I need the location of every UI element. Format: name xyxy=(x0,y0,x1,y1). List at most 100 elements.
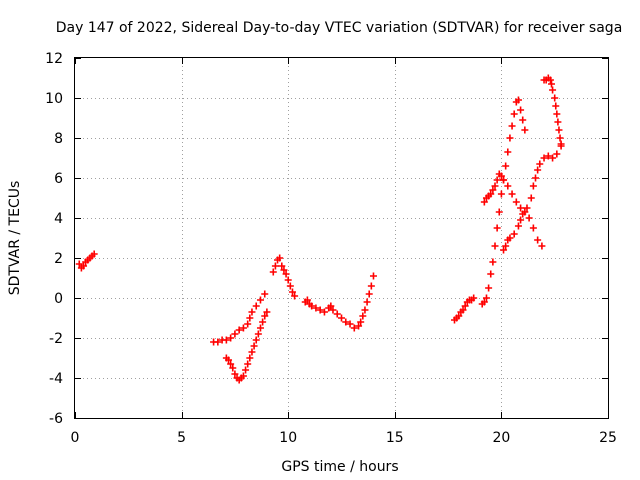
data-point xyxy=(254,330,262,338)
data-point xyxy=(271,262,279,270)
data-point xyxy=(489,186,497,194)
data-point xyxy=(497,172,505,180)
x-tick-label: 0 xyxy=(71,430,80,446)
data-point xyxy=(263,308,271,316)
data-point xyxy=(269,268,277,276)
data-point xyxy=(546,76,554,84)
data-point xyxy=(355,322,363,330)
data-point xyxy=(532,174,540,182)
data-point xyxy=(506,134,514,142)
data-point xyxy=(480,298,488,306)
data-point xyxy=(556,134,564,142)
data-point xyxy=(534,236,542,244)
data-point xyxy=(357,318,365,326)
data-point xyxy=(361,306,369,314)
data-point xyxy=(227,360,235,368)
data-point xyxy=(239,372,247,380)
data-point xyxy=(455,312,463,320)
data-point xyxy=(521,126,529,134)
data-point xyxy=(500,246,508,254)
data-point xyxy=(350,324,358,332)
data-point xyxy=(554,118,562,126)
data-point xyxy=(485,284,493,292)
data-point xyxy=(316,306,324,314)
data-point xyxy=(514,222,522,230)
data-point xyxy=(495,208,503,216)
data-point xyxy=(359,312,367,320)
data-point xyxy=(338,314,345,322)
y-tick-label: 2 xyxy=(54,251,63,267)
series-arc-5 xyxy=(301,296,350,326)
data-point xyxy=(557,142,565,150)
x-tick-label: 20 xyxy=(492,430,510,446)
data-point xyxy=(555,126,563,134)
y-axis-title: SDTVAR / TECUs xyxy=(7,181,23,296)
data-point xyxy=(261,312,269,320)
data-point xyxy=(244,320,252,328)
series-arc-1 xyxy=(75,250,98,272)
ticks: 0 5 10 15 20 25 -6 -4 -2 0 2 4 6 8 10 12 xyxy=(45,51,617,446)
y-tick-label: 0 xyxy=(54,291,63,307)
data-point xyxy=(506,234,514,242)
data-point xyxy=(512,198,520,206)
data-point xyxy=(514,96,522,104)
series-arc-3 xyxy=(222,308,271,384)
series-arc-8 xyxy=(478,96,529,308)
grid xyxy=(75,58,608,418)
data-point xyxy=(80,262,88,270)
data-point xyxy=(342,318,350,326)
data-point xyxy=(461,302,469,310)
data-point xyxy=(333,310,341,318)
data-point xyxy=(278,262,286,270)
data-point xyxy=(553,150,561,158)
y-tick-label: 12 xyxy=(45,51,63,67)
data-point xyxy=(482,294,490,302)
series-arc-6 xyxy=(346,272,377,332)
data-point xyxy=(517,216,525,224)
data-point xyxy=(288,288,296,296)
data-point xyxy=(523,204,531,212)
plot-frame xyxy=(74,57,609,419)
data-point xyxy=(508,122,516,130)
data-marks xyxy=(75,74,565,384)
data-point xyxy=(504,182,512,190)
data-point xyxy=(491,182,499,190)
data-point xyxy=(480,198,488,206)
data-point xyxy=(536,160,544,168)
data-point xyxy=(365,290,373,298)
data-point xyxy=(502,242,510,250)
data-point xyxy=(538,242,546,250)
data-point xyxy=(261,290,269,298)
data-point xyxy=(517,106,525,114)
y-tick-label: -6 xyxy=(49,411,63,427)
data-point xyxy=(227,334,235,342)
series-arc-11 xyxy=(540,74,565,150)
data-point xyxy=(529,224,537,232)
data-point xyxy=(544,152,552,160)
data-point xyxy=(259,318,267,326)
x-tick-label: 25 xyxy=(599,430,617,446)
data-point xyxy=(487,190,495,198)
data-point xyxy=(551,94,559,102)
data-point xyxy=(552,102,560,110)
data-point xyxy=(508,190,516,198)
series-arc-9 xyxy=(480,170,546,250)
data-point xyxy=(303,296,311,304)
data-point xyxy=(470,294,478,302)
series-arc-2 xyxy=(210,290,269,346)
data-point xyxy=(244,360,252,368)
y-tick-label: 10 xyxy=(45,91,63,107)
x-tick-label: 15 xyxy=(386,430,404,446)
chart-title: Day 147 of 2022, Sidereal Day-to-day VTE… xyxy=(56,20,623,36)
data-point xyxy=(367,282,375,290)
data-point xyxy=(276,254,284,262)
data-point xyxy=(225,356,233,364)
data-point xyxy=(256,324,264,332)
data-point xyxy=(231,330,239,338)
data-point xyxy=(510,110,518,118)
y-tick-label: -4 xyxy=(49,371,63,387)
data-point xyxy=(246,314,254,322)
y-tick-label: -2 xyxy=(49,331,63,347)
data-point xyxy=(250,342,258,350)
